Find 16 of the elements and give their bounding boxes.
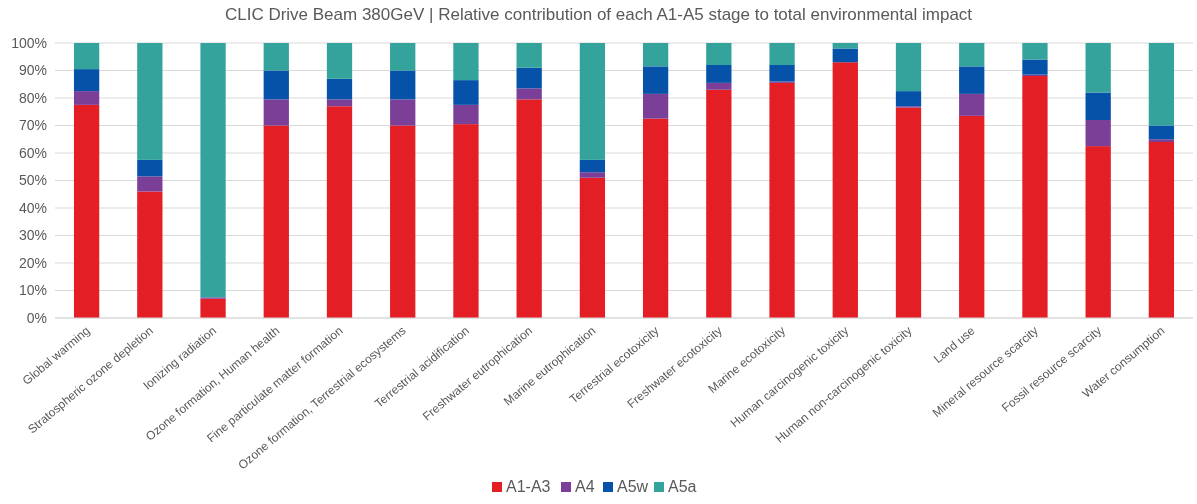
y-tick-label: 80%	[18, 89, 47, 106]
legend-label: A5w	[617, 478, 649, 495]
y-tick-label: 40%	[18, 199, 47, 216]
legend-label: A4	[575, 478, 595, 495]
y-tick-label: 10%	[18, 282, 47, 299]
y-tick-label: 70%	[18, 117, 47, 134]
y-tick-label: 100%	[11, 34, 47, 51]
legend-label: A5a	[668, 478, 697, 495]
y-tick-label: 50%	[18, 172, 47, 189]
y-tick-label: 60%	[18, 144, 47, 161]
y-tick-label: 20%	[18, 254, 47, 271]
y-tick-label: 90%	[18, 62, 47, 79]
chart-title: CLIC Drive Beam 380GeV | Relative contribution of each A1-A5 stage to total environmental impact	[224, 5, 973, 24]
y-tick-label: 30%	[18, 227, 47, 244]
y-tick-label: 0%	[26, 309, 47, 326]
legend-label: A1-A3	[506, 478, 551, 495]
